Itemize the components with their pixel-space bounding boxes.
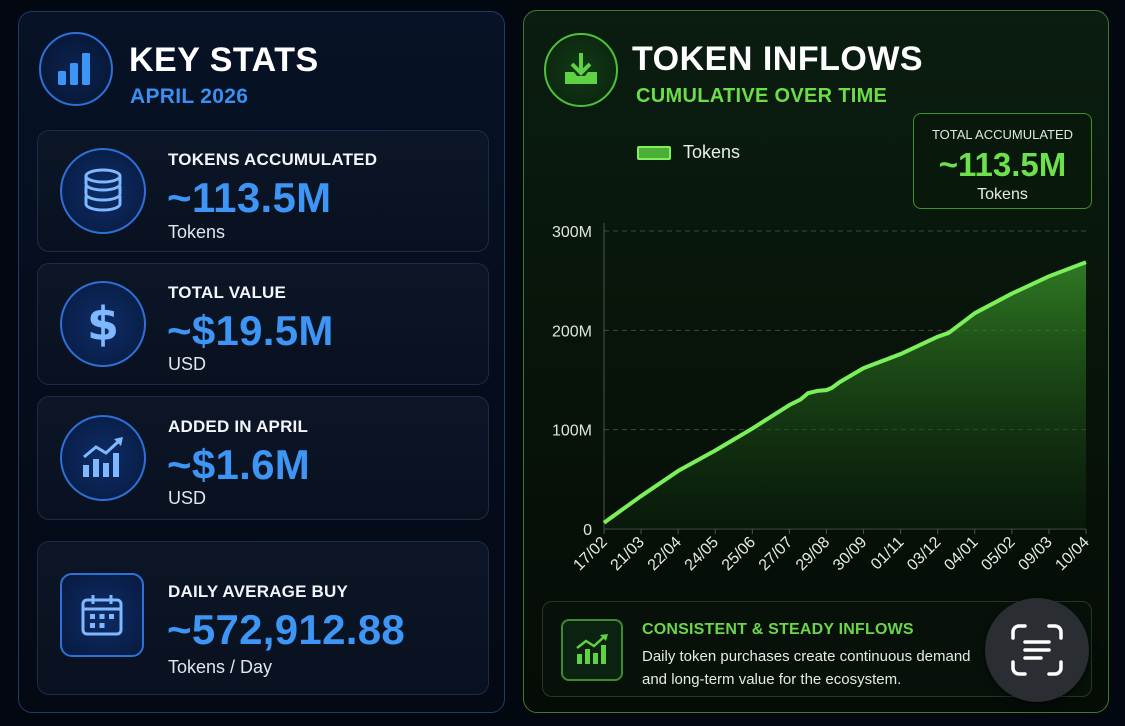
stat-unit: Tokens / Day [168,657,273,677]
stat-value: ~572,912.88 [167,606,406,653]
y-tick-label: 200M [552,323,592,340]
download-tray-icon [544,33,618,107]
stat-unit: Tokens [168,222,226,242]
x-tick-label: 03/12 [904,534,944,574]
x-tick-label: 30/09 [830,534,870,574]
scan-text-icon[interactable] [985,598,1089,702]
legend-label: Tokens [683,142,741,162]
stat-card-daily-average-buy: DAILY AVERAGE BUY ~572,912.88 Tokens / D… [37,541,489,695]
calendar-icon [60,573,144,657]
x-tick-label: 24/05 [682,534,722,574]
x-tick-label: 09/03 [1015,534,1055,574]
x-tick-label: 04/01 [941,534,981,574]
x-tick-label: 27/07 [756,534,796,574]
chart-growth-icon [561,619,623,681]
token-inflows-chart: 0 100M 200M 300M 17/0221/0322/0424/0525/0627… [552,223,1093,574]
dollar-icon: $ [60,281,146,367]
total-accumulated-box: TOTAL ACCUMULATED ~113.5M Tokens [913,113,1092,209]
key-stats-subtitle: APRIL 2026 [130,85,249,108]
total-accumulated-unit: Tokens [977,186,1028,203]
y-tick-label: 0 [583,522,592,539]
stat-card-tokens-accumulated: TOKENS ACCUMULATED ~113.5M Tokens [37,130,489,252]
bar-chart-icon [39,32,113,106]
stat-value: ~$1.6M [167,441,311,488]
chart-legend: Tokens [637,142,740,163]
x-tick-label: 29/08 [793,534,833,574]
y-tick-label: 100M [552,423,592,440]
stat-value: ~$19.5M [167,307,334,354]
series-line-tokens [602,260,1087,525]
info-title: CONSISTENT & STEADY INFLOWS [642,621,914,638]
stat-label: TOKENS ACCUMULATED [168,150,378,169]
coin-stack-icon [60,148,146,234]
trend-up-icon [60,415,146,501]
stat-unit: USD [168,488,207,508]
stat-label: TOTAL VALUE [168,283,287,302]
key-stats-panel: KEY STATS APRIL 2026 TOKENS ACCUMULATED … [18,11,505,713]
series-area-tokens [604,262,1086,529]
info-text: Daily token purchases create continuous … [642,648,971,688]
x-tick-label: 22/04 [645,534,685,574]
stat-card-added-in-april: ADDED IN APRIL ~$1.6M USD [37,396,489,520]
token-inflows-title: TOKEN INFLOWS [632,40,924,78]
legend-swatch [637,145,671,160]
x-tick-label: 01/11 [868,534,908,574]
x-tick-label: 25/06 [719,534,759,574]
stat-label: DAILY AVERAGE BUY [168,582,349,601]
stat-card-total-value: $ TOTAL VALUE ~$19.5M USD [37,263,489,385]
stat-label: ADDED IN APRIL [168,417,309,436]
token-inflows-subtitle: CUMULATIVE OVER TIME [636,85,888,107]
total-accumulated-label: TOTAL ACCUMULATED [931,127,1074,142]
stat-unit: USD [168,354,207,374]
stat-value: ~113.5M [167,174,332,221]
total-accumulated-value: ~113.5M [938,146,1067,183]
x-tick-label: 05/02 [978,534,1018,574]
x-tick-label: 21/03 [608,534,648,574]
key-stats-title: KEY STATS [129,41,319,79]
x-tick-label: 17/02 [570,534,610,574]
token-inflows-panel: TOKEN INFLOWS CUMULATIVE OVER TIME Token… [523,10,1109,713]
x-tick-label: 10/04 [1052,534,1092,574]
y-tick-label: 300M [552,224,592,241]
